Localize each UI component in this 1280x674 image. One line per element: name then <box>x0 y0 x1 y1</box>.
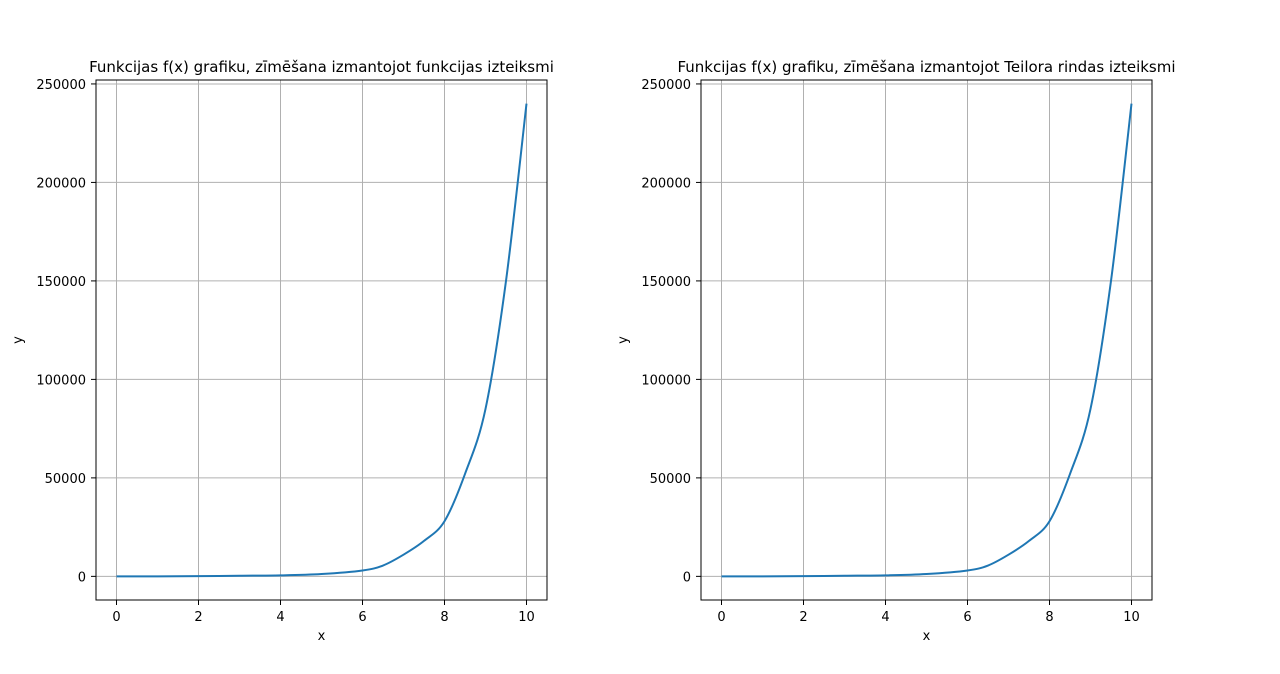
x-tick-label: 10 <box>1123 610 1140 625</box>
y-tick-label: 150000 <box>641 275 691 290</box>
chart-panel-1: 0 2 4 6 8 10 0 50000 100000 150000 200000 250000Fun… <box>11 58 554 644</box>
y-tick-label: 150000 <box>36 275 86 290</box>
x-tick-label: 8 <box>440 610 448 625</box>
y-tick-label: 100000 <box>641 373 691 388</box>
x-tick-label: 4 <box>881 610 889 625</box>
y-tick-label: 50000 <box>650 472 691 487</box>
y-tick-label: 200000 <box>641 176 691 191</box>
x-tick-label: 4 <box>276 610 284 625</box>
x-tick-label: 10 <box>518 610 535 625</box>
x-tick-label: 6 <box>963 610 971 625</box>
chart-title: Funkcijas f(x) grafiku, zīmēšana izmanto… <box>677 58 1175 76</box>
x-tick-label: 8 <box>1045 610 1053 625</box>
series-line <box>721 103 1133 578</box>
y-tick-label: 0 <box>78 570 86 585</box>
axes-frame <box>700 79 1153 601</box>
x-tick-label: 0 <box>112 610 120 625</box>
y-axis-label: y <box>616 336 631 344</box>
y-tick-label: 250000 <box>641 78 691 93</box>
x-tick-label: 0 <box>717 610 725 625</box>
x-axis-label: x <box>318 629 326 644</box>
x-axis-label: x <box>923 629 931 644</box>
y-tick-label: 50000 <box>45 472 86 487</box>
x-tick-label: 6 <box>358 610 366 625</box>
x-tick-label: 2 <box>194 610 202 625</box>
y-tick-label: 200000 <box>36 176 86 191</box>
x-tick-label: 2 <box>799 610 807 625</box>
y-tick-label: 250000 <box>36 78 86 93</box>
chart-title: Funkcijas f(x) grafiku, zīmēšana izmanto… <box>89 58 554 76</box>
series-line <box>116 103 528 578</box>
y-tick-label: 0 <box>683 570 691 585</box>
chart-panel-2: 0 2 4 6 8 10 0 50000 100000 150000 200000 250000 Fun… <box>616 58 1176 644</box>
y-axis-label: y <box>11 336 26 344</box>
axes-frame <box>95 79 548 601</box>
y-tick-label: 100000 <box>36 373 86 388</box>
